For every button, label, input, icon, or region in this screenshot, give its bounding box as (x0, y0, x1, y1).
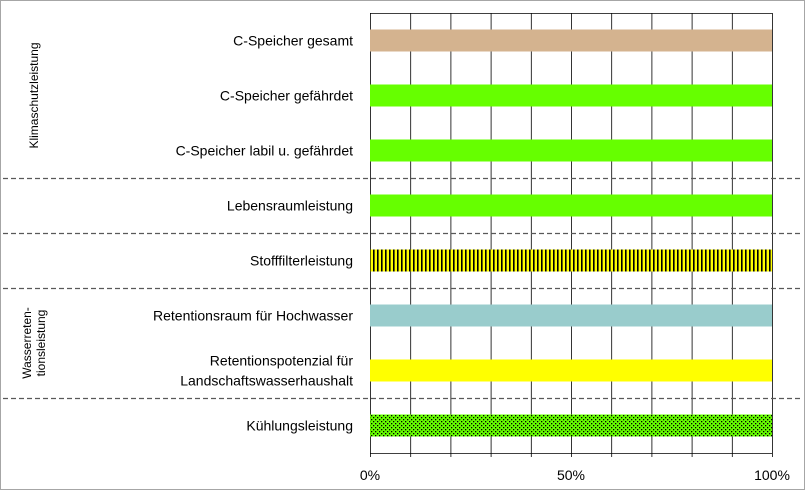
category-label: Stofffilterleistung (250, 253, 353, 269)
category-label: C-Speicher gesamt (233, 33, 353, 49)
bar (370, 359, 772, 382)
x-axis-tick-labels: 0% 50% 100% (360, 467, 790, 483)
category-label: Landschaftswasserhaushalt (180, 373, 353, 389)
bar (370, 414, 772, 437)
category-label: C-Speicher labil u. gefährdet (176, 143, 354, 159)
x-tick-label: 100% (754, 467, 790, 483)
group-label: tionsleistung (34, 310, 48, 377)
bars (370, 29, 772, 437)
category-label: Lebensraumleistung (227, 198, 353, 214)
bar (370, 84, 772, 107)
category-label: Retentionsraum für Hochwasser (153, 308, 353, 324)
category-labels: C-Speicher gesamt C-Speicher gefährdet C-S… (153, 33, 353, 434)
gridlines (370, 13, 773, 457)
x-tick-label: 50% (557, 467, 585, 483)
group-label: Wasserreten- (20, 307, 34, 379)
bar (370, 194, 772, 217)
bar (370, 29, 772, 52)
bar (370, 139, 772, 162)
group-labels: Klimaschutzleistung Wasserreten-tionsleis… (20, 42, 48, 378)
category-label: Retentionspotenzial für (210, 353, 354, 369)
group-separators (3, 177, 802, 400)
bar (370, 304, 772, 327)
category-label: Kühlungsleistung (246, 418, 353, 434)
group-label: Klimaschutzleistung (27, 42, 41, 148)
category-label: C-Speicher gefährdet (220, 88, 353, 104)
bar (370, 249, 772, 272)
x-tick-label: 0% (360, 467, 380, 483)
